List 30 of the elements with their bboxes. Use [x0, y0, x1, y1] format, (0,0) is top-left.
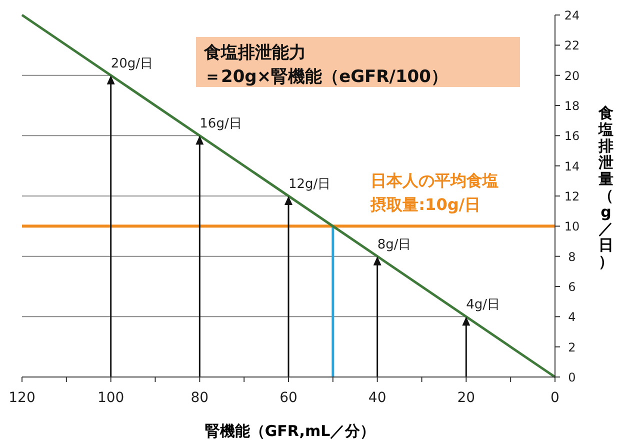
x-tick-label: 60	[280, 390, 298, 406]
y-tick-label: 16	[564, 129, 580, 144]
x-tick-label: 40	[368, 390, 386, 406]
text: ＝20g×腎機能（eGFR/100）	[204, 67, 448, 87]
x-tick-label: 80	[190, 390, 209, 406]
y-tick-label: 22	[564, 38, 580, 53]
y-tick-label: 24	[564, 8, 580, 22]
x-tick-label: 20	[457, 390, 476, 406]
x-axis-title: 腎機能（GFR,mL／分）	[204, 422, 376, 440]
text: 食塩排泄量（g／日）	[598, 104, 614, 270]
y-tick-label: 12	[564, 190, 580, 204]
y-tick-label: 14	[564, 159, 580, 174]
annotation: 12g/日	[288, 177, 331, 192]
y-tick-label: 2	[568, 340, 576, 354]
y-tick-label: 4	[568, 310, 576, 324]
y-tick-label: 20	[564, 68, 580, 83]
y-tick-label: 10	[564, 220, 580, 234]
annotation: 20g/日	[110, 56, 154, 72]
x-tick-label: 120	[8, 390, 36, 406]
annotation: 8g/日	[377, 237, 412, 252]
y-tick-label: 8	[568, 250, 576, 264]
annotation: 16g/日	[200, 116, 242, 132]
y-tick-label: 18	[564, 99, 580, 113]
y-tick-label: 0	[568, 370, 576, 384]
x-tick-label: 100	[97, 390, 124, 406]
text: 食塩排泄能力	[203, 43, 306, 63]
ref-line-label: 日本人の平均食塩摂取量:10g/日	[370, 171, 499, 214]
y-tick-label: 6	[568, 280, 576, 294]
annotation: 4g/日	[466, 298, 500, 313]
x-tick-label: 0	[550, 390, 560, 406]
